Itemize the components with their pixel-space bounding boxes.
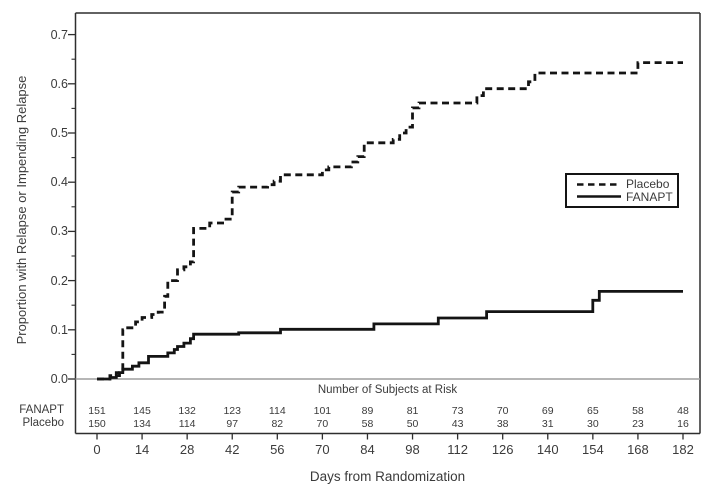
risk-count: 69 (541, 405, 554, 417)
y-tick-label: 0.0 (50, 372, 68, 386)
risk-count: 30 (587, 418, 599, 430)
risk-count: 114 (178, 418, 196, 430)
risk-count: 31 (541, 418, 554, 430)
risk-count: 65 (587, 405, 599, 417)
risk-count: 132 (178, 405, 196, 417)
x-tick-label: 182 (672, 442, 694, 457)
risk-count: 43 (451, 418, 464, 430)
risk-count: 50 (406, 418, 419, 430)
x-tick-label: 126 (491, 442, 514, 457)
risk-count: 101 (313, 405, 332, 417)
x-tick-label: 112 (447, 442, 468, 457)
risk-count: 73 (451, 405, 464, 417)
x-tick-label: 154 (581, 442, 604, 457)
legend: Placebo FANAPT (565, 173, 679, 208)
y-tick-label: 0.1 (50, 322, 68, 337)
risk-count: 58 (632, 405, 644, 417)
risk-row-label-placebo: Placebo (22, 417, 64, 429)
fanapt-curve (97, 290, 683, 381)
x-tick-label: 84 (360, 442, 375, 457)
solid-line-sample (577, 195, 621, 199)
risk-count: 145 (133, 405, 151, 417)
y-tick-label: 0.6 (50, 76, 68, 91)
risk-count: 23 (632, 418, 644, 430)
y-tick-label: 0.2 (50, 273, 68, 288)
risk-count: 123 (223, 405, 241, 417)
y-tick-label: 0.7 (50, 27, 68, 42)
x-tick-label: 140 (536, 442, 559, 457)
risk-count: 16 (677, 418, 689, 430)
legend-entry-fanapt: FANAPT (576, 191, 673, 204)
risk-count: 82 (271, 418, 284, 430)
risk-count: 134 (133, 418, 151, 430)
risk-count: 81 (406, 405, 419, 417)
risk-count: 89 (361, 405, 374, 417)
x-axis-title: Days from Randomization (309, 469, 466, 484)
x-tick-label: 42 (224, 442, 240, 457)
risk-count: 151 (88, 405, 106, 417)
y-tick-label: 0.3 (50, 224, 68, 239)
risk-count: 38 (496, 418, 509, 430)
risk-count: 48 (677, 405, 689, 417)
risk-count: 70 (316, 418, 329, 430)
legend-entry-placebo: Placebo (576, 178, 673, 191)
risk-count: 70 (496, 405, 509, 417)
x-tick-label: 56 (270, 442, 285, 457)
x-tick-label: 70 (315, 442, 330, 457)
risk-count: 150 (88, 418, 106, 430)
x-tick-label: 0 (93, 442, 101, 457)
risk-row-label-fanapt: FANAPT (19, 404, 64, 416)
y-tick-label: 0.5 (50, 126, 68, 140)
y-axis-title: Proportion with Relapse or Impending Rel… (14, 75, 29, 345)
legend-label-fanapt: FANAPT (626, 189, 673, 204)
legend-label-placebo: Placebo (626, 177, 670, 192)
risk-count: 97 (226, 418, 239, 430)
risk-count: 58 (361, 418, 374, 430)
x-tick-label: 168 (627, 442, 649, 457)
placebo-curve (97, 61, 683, 381)
x-tick-label: 14 (134, 442, 150, 457)
risk-table-title: Number of Subjects at Risk (317, 384, 458, 396)
x-tick-label: 28 (179, 442, 195, 457)
dashed-line-sample (577, 182, 621, 186)
x-tick-label: 98 (405, 442, 420, 457)
risk-count: 114 (268, 405, 286, 417)
y-tick-label: 0.4 (50, 175, 68, 190)
